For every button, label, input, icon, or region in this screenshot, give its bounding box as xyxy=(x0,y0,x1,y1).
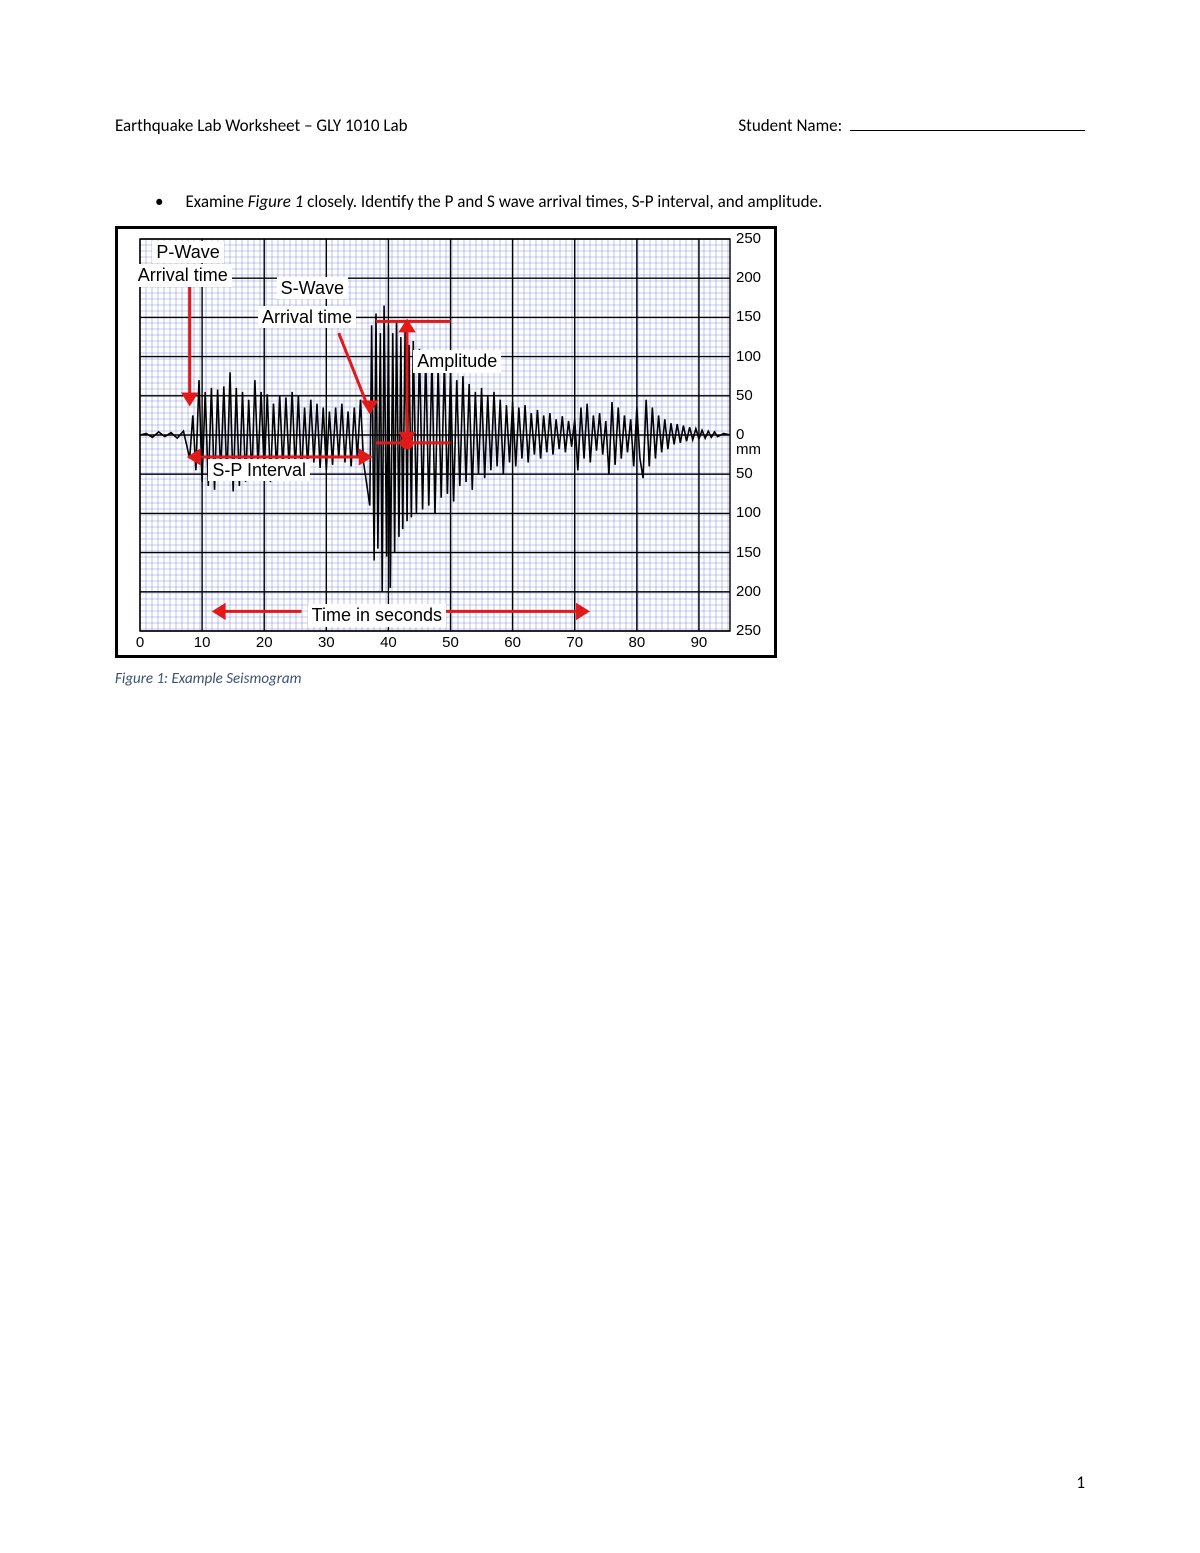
y-tick-label: 250 xyxy=(736,623,761,638)
y-tick-label: 150 xyxy=(736,309,761,324)
x-tick-label: 0 xyxy=(136,635,144,649)
label-s-wave: S-Wave xyxy=(277,277,348,300)
student-name-line[interactable] xyxy=(850,130,1085,131)
figure-caption: Figure 1: Example Seismogram xyxy=(115,670,1085,688)
x-tick-label: 70 xyxy=(566,635,583,649)
page-number: 1 xyxy=(1076,1472,1085,1493)
label-sp-interval: S-P Interval xyxy=(208,459,310,482)
y-tick-label: 50 xyxy=(736,388,753,403)
y-tick-label: 100 xyxy=(736,505,761,520)
x-tick-label: 30 xyxy=(318,635,335,649)
label-amplitude: Amplitude xyxy=(413,350,501,373)
label-s-arrival: Arrival time xyxy=(258,306,356,329)
bullet-icon: • xyxy=(155,191,163,212)
x-tick-label: 50 xyxy=(442,635,459,649)
y-tick-label: 150 xyxy=(736,545,761,560)
x-tick-label: 60 xyxy=(504,635,521,649)
y-tick-label: 200 xyxy=(736,270,761,285)
x-tick-label: 20 xyxy=(256,635,273,649)
instruction-bullet: • Examine Figure 1 closely. Identify the… xyxy=(155,191,1085,212)
worksheet-header: Earthquake Lab Worksheet – GLY 1010 Lab … xyxy=(115,115,1085,136)
label-p-wave: P-Wave xyxy=(152,241,223,264)
x-tick-label: 40 xyxy=(380,635,397,649)
seismogram-svg xyxy=(124,235,774,655)
student-name-field: Student Name: xyxy=(738,115,1085,136)
label-time-axis: Time in seconds xyxy=(308,604,446,627)
header-left: Earthquake Lab Worksheet – GLY 1010 Lab xyxy=(115,115,408,136)
x-tick-label: 90 xyxy=(691,635,708,649)
seismogram-figure: 250 200 150 100 50 0 mm 50 100 150 200 250 0 10 20 30 4… xyxy=(115,226,777,658)
y-tick-label: 250 xyxy=(736,231,761,246)
instruction-text: Examine Figure 1 closely. Identify the P… xyxy=(185,191,822,212)
y-tick-label: 50 xyxy=(736,466,753,481)
y-tick-label: 0 mm xyxy=(736,427,768,457)
label-p-arrival: Arrival time xyxy=(134,264,232,287)
x-tick-label: 80 xyxy=(628,635,645,649)
y-tick-label: 100 xyxy=(736,349,761,364)
y-tick-label: 200 xyxy=(736,584,761,599)
x-tick-label: 10 xyxy=(194,635,211,649)
